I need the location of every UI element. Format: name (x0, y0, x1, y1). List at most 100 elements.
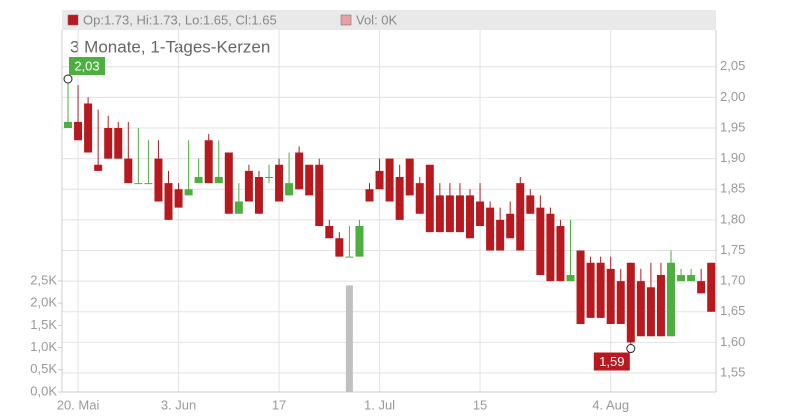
candle-body (486, 207, 495, 251)
candle-body (496, 219, 505, 251)
y-tick-label: 1,65 (720, 303, 745, 318)
x-tick-label: 15 (473, 397, 487, 412)
legend-swatch (67, 14, 79, 26)
candle-body (144, 183, 153, 185)
legend-swatch (340, 14, 352, 26)
candle-body (445, 195, 454, 233)
x-tick-label: 1. Jul (364, 397, 395, 412)
candle-body (74, 121, 83, 141)
candle-body (325, 226, 334, 239)
x-tick-label: 17 (272, 397, 286, 412)
candle-body (606, 268, 615, 325)
candle-body (315, 164, 324, 227)
y-tick-label: 1,70 (720, 273, 745, 288)
candle-body (124, 158, 133, 184)
candle-body (164, 183, 173, 220)
candle-body (435, 195, 444, 233)
candle-body (697, 281, 706, 294)
volume-header: Vol: 0K (356, 12, 398, 27)
annotation-marker (626, 344, 636, 354)
ohlc-header: Op:1.73, Hi:1.73, Lo:1.65, Cl:1.65 (83, 12, 277, 27)
y2-tick-label: 0,5K (30, 361, 57, 376)
candle-body (84, 103, 93, 153)
candle-body (365, 189, 374, 202)
y2-tick-label: 2,0K (30, 295, 57, 310)
candle-body (667, 262, 675, 337)
candle-body (546, 213, 555, 282)
candle-body (355, 226, 364, 257)
candle-body (104, 128, 113, 159)
candle-body (536, 207, 545, 276)
candle-body (586, 262, 595, 318)
y2-tick-label: 1,0K (30, 339, 57, 354)
annotation-label: 1,59 (599, 354, 624, 369)
candle-body (174, 189, 183, 208)
header-bar (62, 10, 716, 30)
candle-body (244, 170, 253, 202)
candle-body (395, 177, 404, 220)
y-tick-label: 1,60 (720, 334, 745, 349)
candle-body (466, 195, 474, 239)
candle-body (295, 152, 304, 190)
y2-tick-label: 2,5K (30, 272, 57, 287)
candle-body (677, 275, 686, 282)
candle-body (224, 152, 233, 214)
candle-body (687, 275, 696, 282)
candle-body (345, 256, 354, 258)
candle-body (516, 183, 525, 251)
candle-body (184, 189, 193, 196)
candle-body (114, 128, 123, 159)
candle-body (285, 183, 294, 196)
y2-tick-label: 1,5K (30, 317, 57, 332)
candle-body (64, 121, 72, 129)
candle-body (556, 226, 565, 282)
candle-body (656, 275, 665, 337)
x-tick-label: 3. Jun (161, 397, 196, 412)
x-tick-label: 20. Mai (57, 397, 100, 412)
y2-tick-label: 0,0K (30, 383, 57, 398)
candle-body (375, 170, 384, 190)
y-tick-label: 2,00 (720, 89, 745, 104)
candle-body (214, 177, 223, 184)
candle-body (385, 158, 394, 202)
candle-body (707, 262, 716, 312)
candle-body (154, 158, 163, 202)
candle-body (94, 164, 103, 171)
annotation-box (593, 352, 630, 371)
candle-body (254, 177, 263, 214)
candle-body (415, 183, 424, 214)
subtitle: 3 Monate, 1-Tages-Kerzen (70, 37, 270, 56)
y-tick-label: 1,80 (720, 211, 745, 226)
candle-body (576, 250, 585, 325)
volume-bar (345, 285, 353, 392)
candle-body (526, 195, 535, 214)
candle-body (506, 213, 515, 239)
annotation-marker (63, 74, 73, 84)
candle-body (134, 183, 143, 185)
y-tick-label: 1,85 (720, 181, 745, 196)
y-tick-label: 1,55 (720, 364, 745, 379)
candle-body (616, 281, 625, 325)
candle-body (646, 287, 655, 337)
candle-body (275, 164, 284, 202)
y-tick-label: 1,90 (720, 150, 745, 165)
candle-body (194, 177, 203, 184)
y-tick-label: 1,75 (720, 242, 745, 257)
candle-body (566, 275, 575, 282)
annotation-label: 2,03 (74, 58, 99, 73)
annotation-box (69, 57, 105, 76)
candle-body (335, 238, 344, 257)
y-tick-label: 2,05 (720, 58, 745, 73)
candle-body (455, 195, 464, 233)
candle-body (265, 177, 273, 179)
candle-body (305, 164, 314, 196)
candle-body (234, 201, 243, 214)
candle-body (596, 262, 605, 318)
candle-body (626, 262, 635, 343)
candle-body (204, 140, 213, 184)
candle-body (405, 158, 414, 196)
candle-body (636, 281, 645, 337)
candle-body (476, 201, 485, 227)
x-tick-label: 4. Aug (592, 397, 629, 412)
